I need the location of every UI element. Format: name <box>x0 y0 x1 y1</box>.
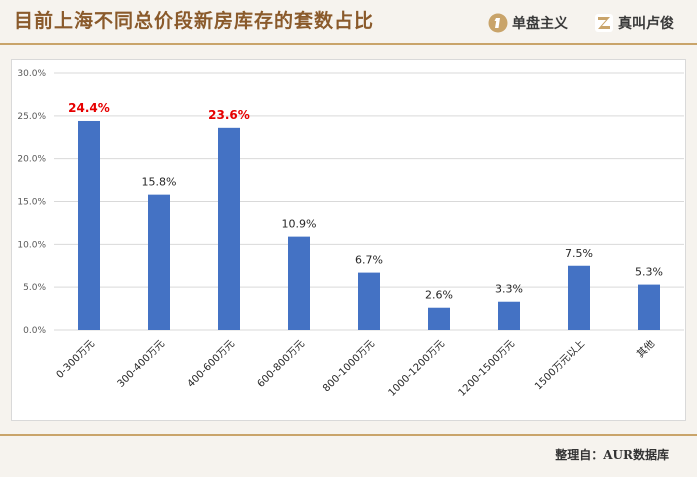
x-tick-label: 400-600万元 <box>186 338 237 389</box>
data-label: 7.5% <box>565 247 593 260</box>
y-tick-label: 25.0% <box>17 112 46 122</box>
zhenjiaolujun-logo-icon <box>595 14 613 32</box>
footer-divider <box>0 434 697 436</box>
bar <box>218 127 240 331</box>
source-note: 整理自：AUR数据库 <box>555 448 669 462</box>
brand1-label: 单盘主义 <box>512 16 568 32</box>
bar <box>78 120 100 330</box>
data-label: 3.3% <box>495 283 523 296</box>
bar <box>148 194 170 330</box>
chart-panel: 0.0% 5.0% 10.0% 15.0% 20.0% 25.0% 30.0% 24.4% 0-… <box>11 59 686 421</box>
brand2-label: 真叫卢俊 <box>618 16 674 32</box>
x-tick-label: 1200-1500万元 <box>457 338 517 398</box>
bar-chart: 0.0% 5.0% 10.0% 15.0% 20.0% 25.0% 30.0% 24.4% 0-… <box>17 69 684 399</box>
data-label: 23.6% <box>208 108 250 122</box>
y-tick-label: 10.0% <box>17 240 46 250</box>
data-label: 5.3% <box>635 266 663 279</box>
y-tick-label: 5.0% <box>23 283 46 293</box>
x-tick-label: 0-300万元 <box>55 338 97 380</box>
bar <box>428 307 450 330</box>
bar <box>638 284 660 330</box>
bar <box>498 301 520 330</box>
brand-danpanzhuyi: 单盘主义 <box>488 13 568 33</box>
brand-zhenjiaolujun: 真叫卢俊 <box>594 13 674 33</box>
data-label: 24.4% <box>68 101 110 115</box>
x-tick-label: 其他 <box>634 337 657 360</box>
x-tick-label: 800-1000万元 <box>321 338 377 394</box>
y-tick-label: 0.0% <box>23 326 46 336</box>
x-tick-label: 600-800万元 <box>256 338 307 389</box>
y-tick-label: 15.0% <box>17 198 46 208</box>
header: 目前上海不同总价段新房库存的套数占比 单盘主义 真叫卢俊 <box>0 0 697 45</box>
y-tick-label: 30.0% <box>17 69 46 79</box>
y-tick-label: 20.0% <box>17 155 46 165</box>
header-divider <box>0 43 697 45</box>
bar <box>288 236 310 330</box>
page-title: 目前上海不同总价段新房库存的套数占比 <box>14 10 375 32</box>
data-label: 2.6% <box>425 289 453 302</box>
bar <box>358 272 380 330</box>
data-label: 6.7% <box>355 254 383 267</box>
data-label: 15.8% <box>142 176 177 189</box>
data-label: 10.9% <box>282 218 317 231</box>
danpanzhuyi-logo-icon <box>488 13 508 33</box>
x-tick-label: 1000-1200万元 <box>387 338 447 398</box>
bar <box>568 265 590 330</box>
x-tick-label: 300-400万元 <box>116 338 167 389</box>
x-tick-label: 1500万元以上 <box>532 338 587 393</box>
